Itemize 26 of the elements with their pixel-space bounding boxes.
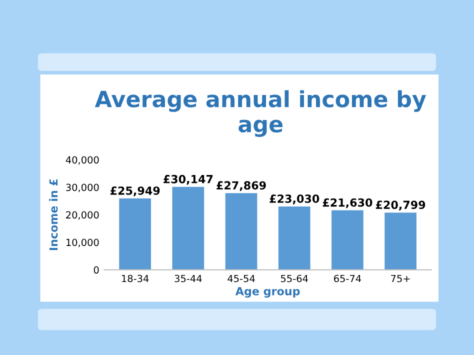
chart-title: Average annual income by age [94,90,426,137]
x-tick-label: 75+ [391,274,410,282]
x-tick-label: 55-64 [280,274,308,282]
data-label: £27,869 [216,181,266,192]
x-tick-label: 35-44 [174,274,202,282]
x-axis-title: Age group [235,287,300,298]
bar [384,212,416,270]
data-label: £23,030 [270,194,320,204]
y-tick-label: 30,000 [66,184,99,192]
y-tick-label: 10,000 [66,238,99,248]
bar [172,186,204,270]
y-tick-label: 20,000 [66,211,99,220]
data-label: £20,799 [376,200,426,210]
data-label: £25,949 [110,186,160,196]
data-label: £21,630 [322,198,372,208]
x-tick-label: 45-54 [228,274,255,282]
bar [332,210,364,270]
x-tick-label: 65-74 [334,274,362,282]
bar [278,206,310,270]
data-label: £30,147 [164,174,213,185]
bar [225,193,258,270]
y-axis-title: Income in £ [49,179,58,250]
y-tick-label: 40,000 [66,156,99,165]
x-tick-label: 18-34 [122,274,149,282]
y-tick-label: 0 [94,266,99,274]
bar [119,198,152,270]
